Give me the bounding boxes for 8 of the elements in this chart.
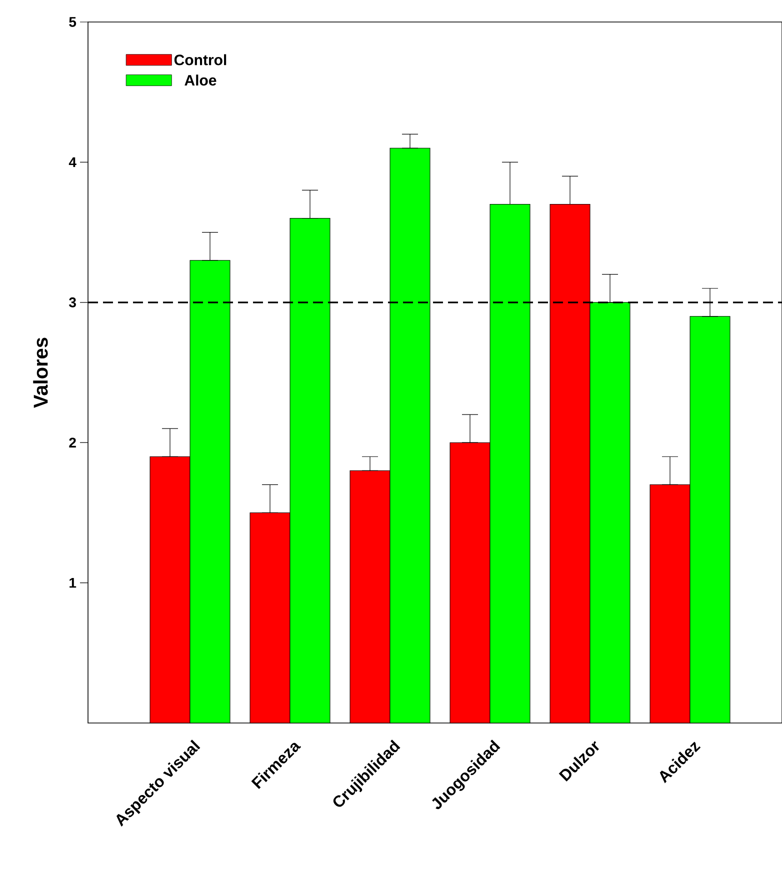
- y-tick-label: 4: [68, 157, 76, 168]
- legend-label: Aloe: [184, 74, 216, 86]
- y-tick-label: 2: [69, 438, 76, 448]
- y-tick-label: 3: [68, 297, 76, 308]
- y-tick-label: 1: [70, 578, 76, 588]
- y-tick-label: 5: [69, 17, 76, 27]
- y-axis-title: Valores: [33, 338, 48, 408]
- legend-label: Control: [174, 54, 226, 66]
